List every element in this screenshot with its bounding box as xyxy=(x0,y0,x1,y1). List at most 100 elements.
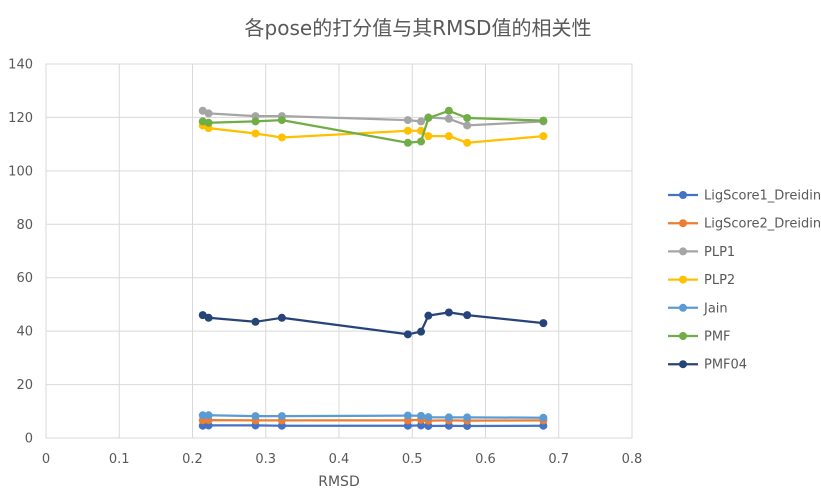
y-tick-label: 140 xyxy=(8,58,33,73)
series-line xyxy=(202,124,544,144)
legend-item: PMF04 xyxy=(668,358,747,373)
x-tick-label: 0.8 xyxy=(622,452,643,467)
legend-label: PMF04 xyxy=(704,358,747,373)
series-Jain xyxy=(198,411,548,422)
data-point xyxy=(539,132,548,141)
series-line xyxy=(202,109,544,144)
data-point xyxy=(539,319,548,328)
data-point xyxy=(403,330,412,339)
data-point xyxy=(204,118,213,127)
data-point xyxy=(403,411,412,420)
data-point xyxy=(463,121,472,130)
data-point xyxy=(539,116,548,125)
data-point xyxy=(251,412,260,421)
data-point xyxy=(403,126,412,135)
legend-swatch-marker xyxy=(679,219,687,228)
data-point xyxy=(463,138,472,147)
y-axis-tick-labels: 0 20 40 60 80 100 120 140 xyxy=(8,58,33,447)
legend-label: PLP2 xyxy=(704,273,735,288)
legend-swatch-marker xyxy=(679,191,687,199)
legend-item: PMF xyxy=(668,330,731,345)
plot-area xyxy=(45,63,633,439)
data-point xyxy=(417,117,426,126)
data-point xyxy=(417,411,426,420)
data-point xyxy=(424,413,433,422)
data-point xyxy=(277,313,286,322)
data-point xyxy=(463,113,472,122)
legend-swatch-marker xyxy=(679,360,687,369)
data-point xyxy=(424,311,433,320)
data-point xyxy=(277,412,286,421)
x-tick-label: 0.6 xyxy=(475,452,496,467)
legend-item: PLP1 xyxy=(668,245,735,260)
legend-swatch-marker xyxy=(679,332,687,340)
legend-item: PLP2 xyxy=(668,273,735,288)
data-point xyxy=(444,106,453,115)
x-tick-label: 0.4 xyxy=(329,452,350,467)
data-point xyxy=(251,129,260,138)
series-LigScore1_Dreiding xyxy=(198,421,548,430)
data-point xyxy=(444,132,453,141)
series-line xyxy=(202,311,544,336)
legend-label: LigScore1_Dreiding xyxy=(704,189,821,204)
legend-item: Jain xyxy=(668,301,728,316)
data-point xyxy=(417,421,426,430)
data-point xyxy=(463,311,472,320)
data-point xyxy=(424,113,433,122)
series-line xyxy=(202,418,544,422)
legend-label: Jain xyxy=(703,301,728,316)
y-tick-label: 80 xyxy=(16,218,33,233)
y-tick-label: 0 xyxy=(25,432,33,447)
data-point xyxy=(251,117,260,126)
series-PMF04 xyxy=(198,308,548,339)
chart-title: 各pose的打分值与其RMSD值的相关性 xyxy=(245,16,592,40)
x-axis-tick-labels: 0 0.1 0.2 0.3 0.4 0.5 0.6 0.7 0.8 xyxy=(42,452,642,467)
y-tick-label: 40 xyxy=(16,325,33,340)
x-tick-label: 0 xyxy=(42,452,50,467)
x-axis-label: RMSD xyxy=(318,474,359,490)
data-point xyxy=(277,133,286,142)
series-line xyxy=(202,414,544,419)
data-point xyxy=(198,411,207,420)
x-tick-label: 0.1 xyxy=(109,452,130,467)
x-tick-label: 0.5 xyxy=(402,452,423,467)
legend-swatch-marker xyxy=(679,275,687,284)
data-point xyxy=(539,413,548,422)
legend-item: LigScore2_Dreiding xyxy=(668,217,821,232)
legend-label: PLP1 xyxy=(704,245,735,260)
data-point xyxy=(417,137,426,146)
x-tick-label: 0.7 xyxy=(548,452,569,467)
data-point xyxy=(444,308,453,317)
data-point xyxy=(277,116,286,125)
data-point xyxy=(444,114,453,123)
y-tick-label: 120 xyxy=(8,111,33,126)
grid-layer xyxy=(45,63,633,439)
y-tick-label: 60 xyxy=(16,271,33,286)
x-tick-label: 0.2 xyxy=(182,452,203,467)
data-point xyxy=(204,109,213,118)
legend-label: LigScore2_Dreiding xyxy=(704,217,821,232)
series-line xyxy=(202,109,544,127)
data-point xyxy=(424,132,433,141)
series-PLP2 xyxy=(198,121,548,147)
data-point xyxy=(251,317,260,326)
legend-swatch-marker xyxy=(679,303,687,312)
legend-label: PMF xyxy=(704,330,731,345)
series-layer xyxy=(198,106,548,430)
data-point xyxy=(204,313,213,322)
legend: LigScore1_Dreiding LigScore2_Dreiding PLP1… xyxy=(668,189,821,373)
x-tick-label: 0.3 xyxy=(255,452,276,467)
data-point xyxy=(403,116,412,125)
legend-item: LigScore1_Dreiding xyxy=(668,189,821,204)
data-point xyxy=(463,413,472,422)
data-point xyxy=(403,138,412,147)
y-tick-label: 20 xyxy=(16,378,33,393)
series-line xyxy=(202,424,544,428)
series-PMF xyxy=(198,106,548,147)
legend-swatch-marker xyxy=(679,247,687,256)
data-point xyxy=(417,327,426,336)
y-tick-label: 100 xyxy=(8,164,33,179)
data-point xyxy=(204,411,213,420)
data-point xyxy=(444,413,453,422)
